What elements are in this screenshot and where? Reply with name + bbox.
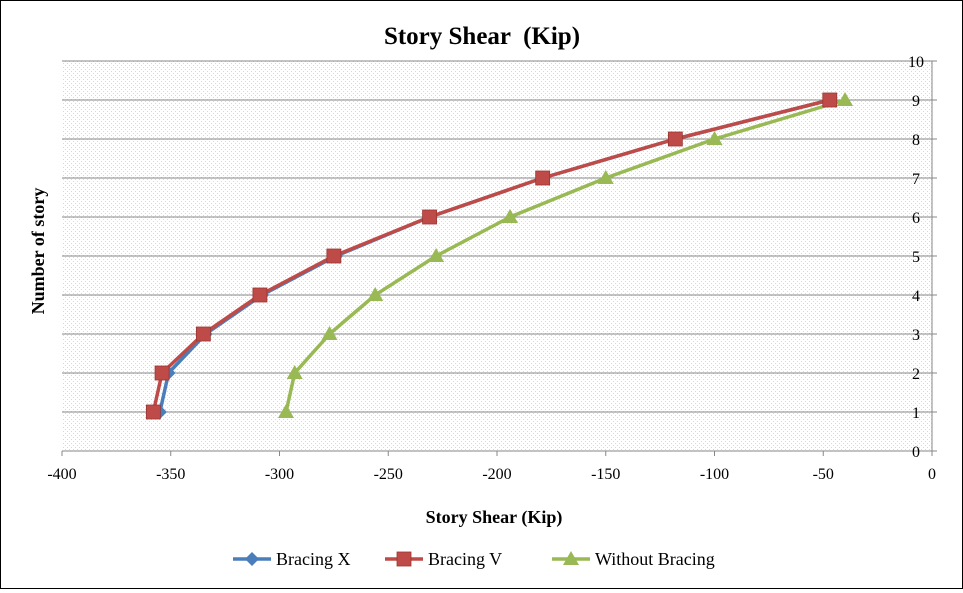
- legend-item-bracing-x: Bracing X: [233, 549, 350, 569]
- x-tick-label: -150: [591, 466, 620, 483]
- data-point-without-bracing: [286, 365, 303, 379]
- y-tick-label: 10: [908, 54, 924, 71]
- data-point-without-bracing: [502, 209, 519, 223]
- legend-marker: [245, 552, 259, 566]
- legend-marker: [396, 551, 412, 567]
- data-point-bracing-v: [667, 131, 683, 147]
- data-point-without-bracing: [597, 170, 614, 184]
- series-without-bracing: [278, 92, 853, 418]
- y-tick-labels: 0 1 2 3 4 5 6 7 8 9 10: [908, 54, 924, 461]
- legend-label: Without Bracing: [595, 549, 715, 569]
- legend-marker: [563, 551, 579, 565]
- y-tick-label: 0: [912, 444, 920, 461]
- legend-label: Bracing V: [428, 549, 502, 569]
- y-tick-label: 6: [912, 210, 920, 227]
- data-point-bracing-v: [252, 287, 268, 303]
- data-point-without-bracing: [278, 404, 295, 418]
- x-tick-label: -250: [374, 466, 403, 483]
- y-tick-label: 9: [912, 93, 920, 110]
- y-tick-label: 3: [912, 327, 920, 344]
- series-bracing-v: [145, 92, 838, 420]
- data-point-without-bracing: [428, 248, 445, 262]
- y-tick-label: 2: [912, 366, 920, 383]
- data-point-without-bracing: [321, 326, 338, 340]
- legend: Bracing X Bracing V Without Bracing: [233, 549, 715, 569]
- data-point-bracing-v: [195, 326, 211, 342]
- data-point-without-bracing: [367, 287, 384, 301]
- x-tick-labels: -400 -350 -300 -250 -200 -150 -100 -50 0: [47, 466, 936, 483]
- x-tick-label: -50: [813, 466, 834, 483]
- y-tick-label: 7: [912, 171, 920, 188]
- axes: [61, 60, 937, 456]
- x-tick-label: -300: [265, 466, 294, 483]
- data-point-bracing-v: [422, 209, 437, 225]
- data-point-bracing-v: [535, 170, 551, 186]
- y-tick-label: 8: [912, 132, 920, 149]
- y-tick-label: 4: [912, 288, 920, 305]
- x-tick-label: -350: [156, 466, 185, 483]
- data-point-bracing-v: [145, 404, 161, 420]
- y-tick-label: 5: [912, 249, 920, 266]
- x-axis-title: Story Shear (Kip): [426, 507, 563, 528]
- data-point-without-bracing: [837, 92, 853, 106]
- x-tick-label: -200: [482, 466, 511, 483]
- legend-label: Bracing X: [276, 549, 350, 569]
- data-point-bracing-v: [326, 248, 342, 264]
- y-tick-label: 1: [912, 405, 920, 422]
- legend-item-without-bracing: Without Bracing: [552, 549, 715, 569]
- data-point-bracing-v: [154, 365, 170, 381]
- y-axis-title: Number of story: [28, 188, 48, 315]
- data-point-bracing-v: [822, 92, 838, 108]
- x-tick-label: 0: [928, 466, 936, 483]
- x-tick-label: -100: [700, 466, 729, 483]
- series-lines: [145, 92, 853, 420]
- x-tick-label: -400: [47, 466, 76, 483]
- chart-title: Story Shear (Kip): [384, 23, 580, 50]
- data-point-without-bracing: [706, 131, 723, 145]
- legend-item-bracing-v: Bracing V: [385, 549, 502, 569]
